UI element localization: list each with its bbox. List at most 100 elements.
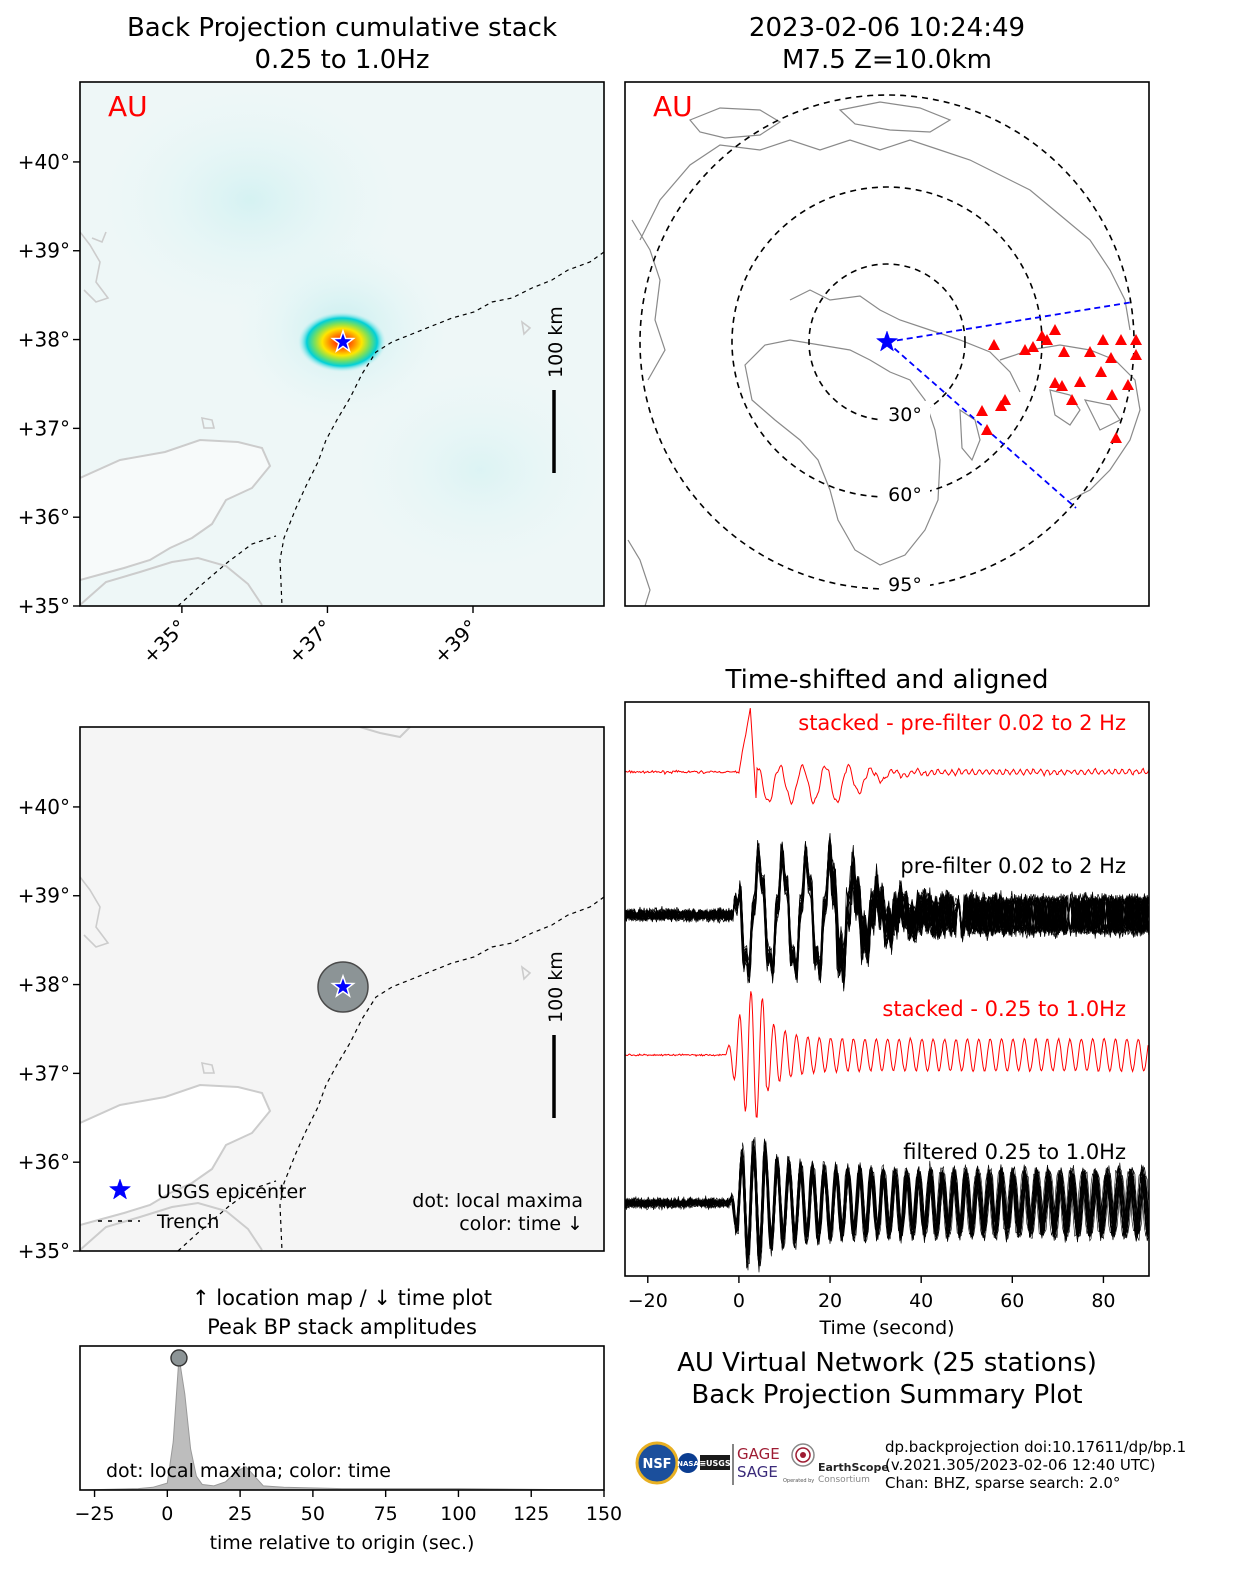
nasa-logo: NASA [677, 1453, 699, 1473]
earthscope-logo: Operated by EarthScope Consortium [783, 1443, 889, 1485]
footer-version: (v.2021.305/2023-02-06 12:40 UTC) [885, 1456, 1155, 1474]
lat-tick-label: +38° [18, 328, 70, 352]
station-marker [1130, 334, 1142, 345]
ring-labels: 30° 60° 95° [880, 401, 930, 597]
prefilter-trace [625, 858, 1149, 980]
station-marker [1019, 344, 1031, 355]
stations [976, 324, 1142, 443]
legend-epicenter-label: USGS epicenter [157, 1181, 306, 1203]
trace-stacked-prefilter [625, 708, 1149, 806]
ring-label-60: 60° [888, 484, 922, 506]
station-map-panel: 2023-02-06 10:24:49 M7.5 Z=10.0km [624, 13, 1150, 607]
station-marker [1110, 432, 1122, 443]
lon-tick-label: +39° [429, 615, 483, 669]
amp-x-label: time relative to origin (sec.) [210, 1532, 475, 1554]
station-marker [1056, 380, 1068, 391]
cyprus-coast [80, 438, 272, 581]
legend: USGS epicenter Trench [98, 1178, 306, 1233]
lat-tick-label: +36° [18, 1150, 70, 1174]
prefilter-trace [625, 833, 1149, 989]
station-marker [1084, 346, 1096, 357]
stacked-prefilter-line [625, 708, 1149, 806]
ring-label-95: 95° [888, 574, 922, 596]
station-marker [981, 424, 993, 435]
svg-text:Consortium: Consortium [818, 1475, 870, 1485]
amp-plot [79, 1349, 605, 1491]
amp-note: dot: local maxima; color: time [106, 1460, 391, 1482]
amp-x-tick-label: 50 [301, 1503, 325, 1525]
station-marker [1105, 352, 1117, 363]
amp-x-tick-label: 125 [513, 1503, 549, 1525]
svg-text:Operated by: Operated by [783, 1478, 814, 1484]
station-marker [995, 400, 1007, 411]
ring-label-30: 30° [888, 404, 922, 426]
lat-tick-label: +38° [18, 973, 70, 997]
peak-amplitude-panel: ↑ location map / ↓ time plot Peak BP sta… [75, 1286, 623, 1554]
svg-text:NASA: NASA [677, 1460, 699, 1468]
summary-line2: Back Projection Summary Plot [691, 1380, 1082, 1410]
amp-x-tick-label: 25 [228, 1503, 252, 1525]
station-marker [1130, 349, 1142, 360]
lat-tick-label: +39° [18, 239, 70, 263]
lat-tick-label: +39° [18, 884, 70, 908]
lat-tick-label: +35° [18, 1239, 70, 1263]
amp-area [79, 1356, 605, 1491]
azimuth-lines [886, 301, 1134, 509]
station-marker [1058, 346, 1070, 357]
traces-x-tick-label: 20 [818, 1290, 842, 1312]
traces-x-tick-label: 80 [1091, 1290, 1115, 1312]
station-marker [1066, 394, 1078, 405]
filtered-trace [625, 1152, 1149, 1255]
gage-logo: GAGE [737, 1445, 780, 1463]
cyprus-coast [80, 1083, 272, 1226]
traces-title: Time-shifted and aligned [725, 665, 1049, 695]
filtered-trace [625, 1145, 1149, 1261]
station-marker [1106, 389, 1118, 400]
label-filtered: filtered 0.25 to 1.0Hz [903, 1140, 1126, 1164]
footer-channel: Chan: BHZ, sparse search: 2.0° [885, 1474, 1120, 1492]
label-stacked-prefilter: stacked - pre-filter 0.02 to 2 Hz [798, 711, 1126, 735]
filtered-trace [625, 1136, 1149, 1267]
lon-tick-label: +35° [138, 615, 192, 669]
traces-x-label: Time (second) [818, 1317, 954, 1339]
map-note-line1: dot: local maxima [412, 1190, 583, 1212]
usgs-logo: ≡USGS [699, 1455, 731, 1470]
sage-logo: SAGE [737, 1463, 778, 1481]
label-stacked-filtered: stacked - 0.25 to 1.0Hz [882, 997, 1126, 1021]
lat-tick-label: +37° [18, 1061, 70, 1085]
bp-stack-subtitle: 0.25 to 1.0Hz [254, 45, 429, 75]
amp-x-ticks: −25 0 25 50 75 100 125 150 [75, 1490, 622, 1525]
amp-title-line1: ↑ location map / ↓ time plot [192, 1286, 492, 1310]
traces-x-tick-label: 60 [1000, 1290, 1024, 1312]
summary-line1: AU Virtual Network (25 stations) [677, 1348, 1097, 1378]
station-marker [1095, 366, 1107, 377]
amp-x-tick-label: 150 [586, 1503, 622, 1525]
station-marker [988, 339, 1000, 350]
station-marker [1049, 377, 1061, 388]
traces-x-tick-label: −20 [628, 1290, 668, 1312]
traces-x-tick-label: 40 [909, 1290, 933, 1312]
station-marker [1115, 334, 1127, 345]
amp-x-tick-label: −25 [75, 1503, 115, 1525]
peak-map-lat-ticks: +35° +36° +37° +38° +39° +40° [18, 795, 80, 1263]
trench-line [279, 896, 604, 1251]
lat-tick-label: +40° [18, 150, 70, 174]
prefilter-trace [625, 852, 1149, 976]
amp-local-max-dot [170, 1349, 188, 1367]
lat-tick-label: +40° [18, 795, 70, 819]
coast-fragment [80, 231, 110, 303]
event-time-title: 2023-02-06 10:24:49 [749, 13, 1025, 43]
peak-location-panel: 100 km USGS epicenter Trench dot: local … [18, 726, 605, 1263]
station-marker [976, 405, 988, 416]
svg-text:EarthScope: EarthScope [818, 1461, 889, 1474]
amp-title-line2: Peak BP stack amplitudes [207, 1315, 477, 1339]
trench-line [279, 251, 604, 606]
label-prefilter: pre-filter 0.02 to 2 Hz [900, 854, 1126, 878]
amp-x-tick-label: 75 [374, 1503, 398, 1525]
trace-bundle-prefilter [625, 833, 1149, 992]
levant-coast [80, 556, 263, 606]
bp-stack-title: Back Projection cumulative stack [127, 13, 557, 43]
traces-x-tick-label: 0 [733, 1290, 745, 1312]
trace-stacked-filtered [625, 991, 1149, 1118]
trace-bundle-filtered [625, 1136, 1149, 1273]
